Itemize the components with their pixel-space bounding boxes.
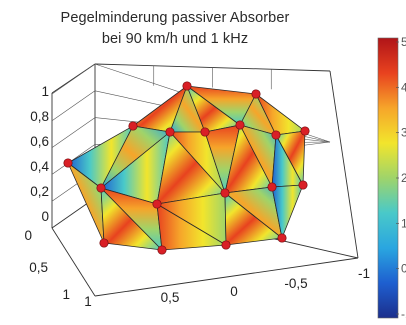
colorbar-tick-label: 3 <box>401 126 406 140</box>
y-axis-ticks: 00,51 <box>24 228 70 302</box>
mesh-node-i <box>153 200 161 208</box>
mesh-node-b <box>252 90 260 98</box>
grid-line <box>52 118 95 148</box>
mesh-node-p <box>278 234 286 242</box>
mesh-node-j <box>221 189 229 197</box>
x-tick-label: 1 <box>84 294 92 309</box>
x-tick-label: -1 <box>358 266 370 281</box>
z-tick-label: 0,4 <box>30 159 49 174</box>
colorbar-tick-label: 0 <box>401 262 406 276</box>
z-tick-label: 0 <box>41 209 49 224</box>
mesh-node-h <box>97 184 105 192</box>
axis-line <box>95 258 358 296</box>
mesh-node-n <box>158 246 166 254</box>
z-tick-label: 1 <box>41 84 49 99</box>
mesh-node-L <box>64 159 72 167</box>
y-tick-label: 0 <box>24 228 32 243</box>
x-tick-label: -0,5 <box>284 276 307 291</box>
mesh-node-o <box>222 241 230 249</box>
mesh-node-g <box>301 127 309 135</box>
y-tick-label: 0,5 <box>29 260 48 275</box>
mesh-node-f <box>272 131 280 139</box>
z-axis-ticks: 1 0,8 0,6 0,4 0,2 0 <box>30 84 49 224</box>
mesh-node-top <box>183 82 191 90</box>
mesh-node-c <box>166 128 174 136</box>
mesh-node-k <box>268 183 276 191</box>
colorbar <box>378 38 398 318</box>
grid-line <box>52 64 95 94</box>
colorbar-tick-label: -1 <box>401 307 406 321</box>
mesh-node-m <box>100 239 108 247</box>
x-axis-ticks: 1 0,5 0 -0,5 -1 <box>84 266 370 309</box>
mesh-node-a <box>129 122 137 130</box>
z-tick-label: 0,8 <box>30 109 49 124</box>
z-tick-label: 0,2 <box>30 184 49 199</box>
x-tick-label: 0 <box>230 284 238 299</box>
mesh-node-e <box>236 121 244 129</box>
colorbar-tick-label: 1 <box>401 216 406 230</box>
mesh-node-d <box>201 128 209 136</box>
x-tick-label: 0,5 <box>161 290 180 305</box>
surface-mesh <box>68 86 305 250</box>
colorbar-tick-label: 5 <box>401 35 406 49</box>
grid-line <box>52 91 95 121</box>
z-tick-label: 0,6 <box>30 134 49 149</box>
mesh-node-R <box>299 181 307 189</box>
axis-line <box>52 228 95 296</box>
y-tick-label: 1 <box>62 287 70 302</box>
colorbar-tick-label: 2 <box>401 171 406 185</box>
colorbar-tick-label: 4 <box>401 80 406 94</box>
axis-line <box>330 71 358 258</box>
